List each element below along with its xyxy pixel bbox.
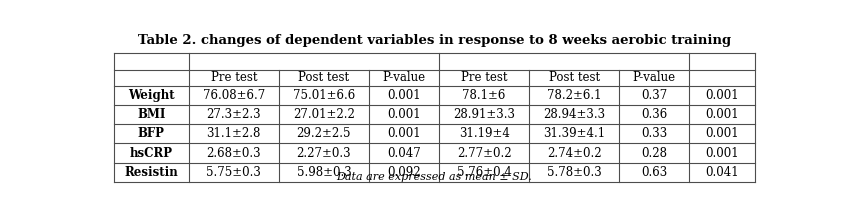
Text: 5.98±0.3: 5.98±0.3 [296,166,352,179]
Text: 2.27±0.3: 2.27±0.3 [296,147,352,160]
Text: 75.01±6.6: 75.01±6.6 [293,89,355,102]
Text: 31.39±4.1: 31.39±4.1 [543,127,606,140]
Text: 31.1±2.8: 31.1±2.8 [207,127,261,140]
Text: P-value: P-value [383,72,425,84]
Text: 0.092: 0.092 [387,166,421,179]
Text: 2.77±0.2: 2.77±0.2 [457,147,512,160]
Text: 28.91±3.3: 28.91±3.3 [453,108,515,121]
Text: Post test: Post test [549,72,600,84]
Text: 2.74±0.2: 2.74±0.2 [547,147,601,160]
Text: 0.001: 0.001 [387,89,421,102]
Text: 0.001: 0.001 [706,108,739,121]
Text: 27.01±2.2: 27.01±2.2 [293,108,355,121]
Text: Pre test: Pre test [211,72,257,84]
Text: 0.36: 0.36 [641,108,667,121]
Text: 0.28: 0.28 [641,147,667,160]
Text: 0.63: 0.63 [641,166,667,179]
Text: Pre test: Pre test [461,72,507,84]
Text: 78.2±6.1: 78.2±6.1 [547,89,601,102]
Text: 76.08±6.7: 76.08±6.7 [202,89,265,102]
Text: 5.75±0.3: 5.75±0.3 [207,166,261,179]
Text: Table 2. changes of dependent variables in response to 8 weeks aerobic training: Table 2. changes of dependent variables … [137,34,731,47]
Text: 0.33: 0.33 [641,127,667,140]
Text: Data are expressed as mean ± SD.: Data are expressed as mean ± SD. [336,172,532,182]
Text: 0.001: 0.001 [706,127,739,140]
Text: 0.047: 0.047 [387,147,421,160]
Text: Post test: Post test [298,72,350,84]
Text: 27.3±2.3: 27.3±2.3 [207,108,261,121]
Text: 0.001: 0.001 [387,127,421,140]
Text: 5.76±0.4: 5.76±0.4 [457,166,512,179]
Text: hsCRP: hsCRP [130,147,173,160]
Text: 28.94±3.3: 28.94±3.3 [543,108,606,121]
Text: 0.001: 0.001 [706,89,739,102]
Text: 31.19±4: 31.19±4 [459,127,510,140]
Text: 0.37: 0.37 [641,89,667,102]
Text: 2.68±0.3: 2.68±0.3 [207,147,261,160]
Text: Resistin: Resistin [125,166,178,179]
Text: 0.001: 0.001 [387,108,421,121]
Text: BFP: BFP [138,127,164,140]
Text: 29.2±2.5: 29.2±2.5 [296,127,352,140]
Text: Weight: Weight [128,89,174,102]
Text: P-value: P-value [633,72,676,84]
Text: BMI: BMI [137,108,165,121]
Text: 5.78±0.3: 5.78±0.3 [547,166,601,179]
Text: 0.001: 0.001 [706,147,739,160]
Text: 78.1±6: 78.1±6 [462,89,506,102]
Text: 0.041: 0.041 [706,166,739,179]
